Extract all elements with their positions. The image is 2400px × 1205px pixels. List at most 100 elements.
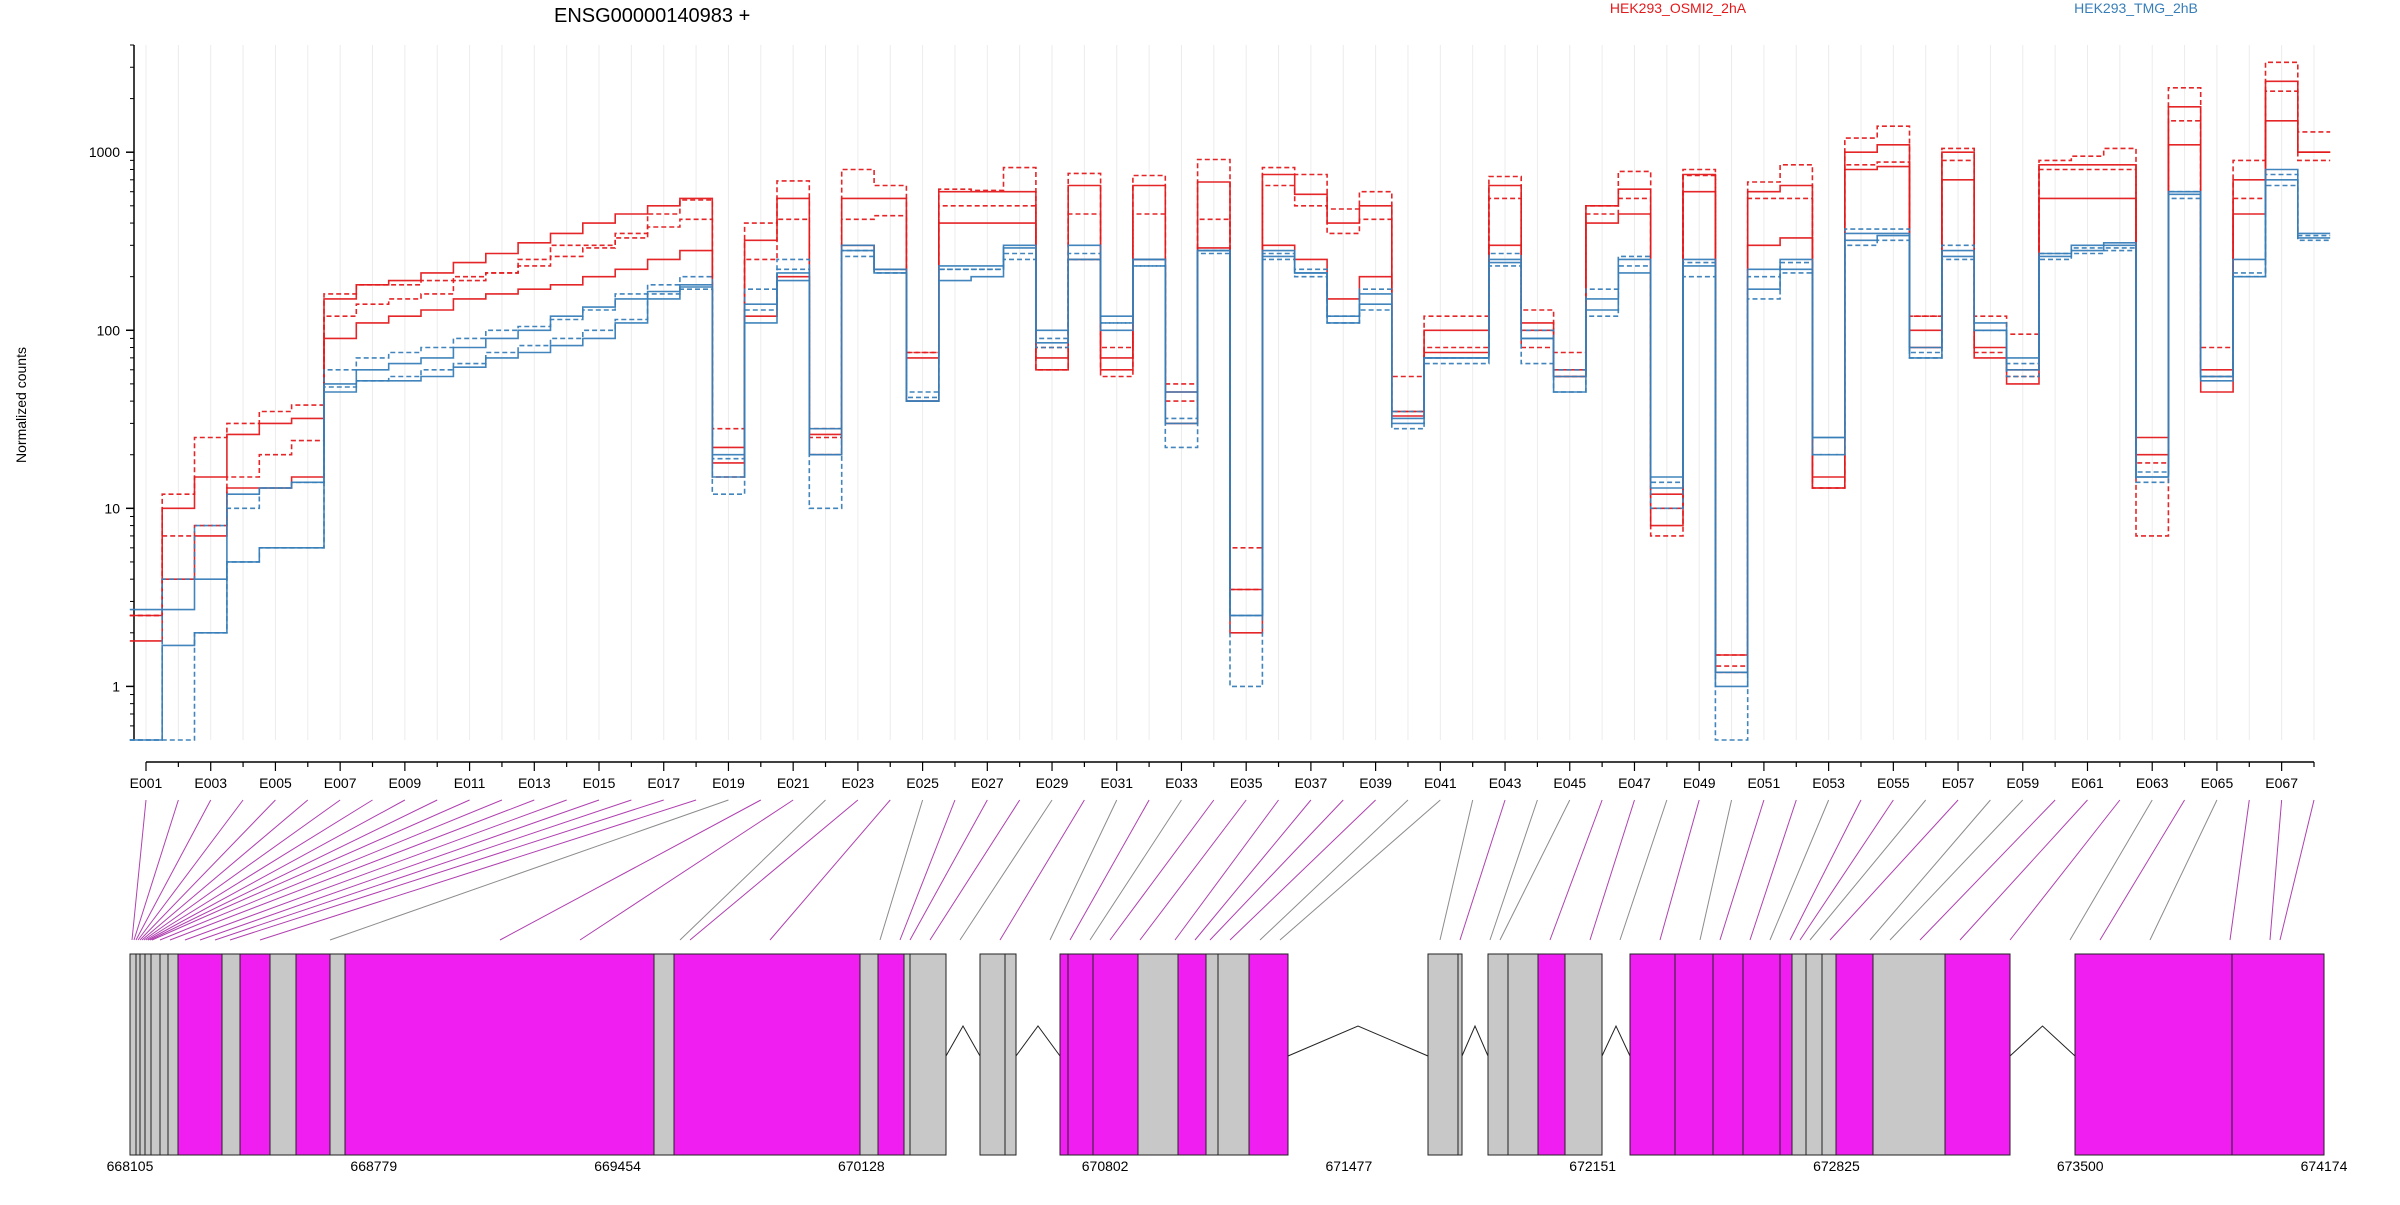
x-tick-label: E025	[906, 775, 939, 791]
exon-connector	[1749, 799, 1797, 941]
exon-connector	[1109, 799, 1215, 941]
x-tick-label: E037	[1295, 775, 1328, 791]
exon-box	[1092, 953, 1139, 1156]
exon-connector	[2149, 799, 2218, 941]
exon-box	[1137, 953, 1179, 1156]
y-tick-label: 1	[112, 678, 120, 694]
exon-connector	[2069, 799, 2153, 941]
exon-box	[653, 953, 675, 1156]
exon-connector	[929, 799, 1021, 941]
exon-box	[673, 953, 861, 1156]
y-tick-label: 10	[104, 500, 120, 516]
exon-connector	[1829, 799, 1959, 941]
x-tick-label: E045	[1553, 775, 1586, 791]
x-tick-label: E039	[1359, 775, 1392, 791]
exon-connector	[1459, 799, 1506, 941]
exon-box	[159, 953, 169, 1156]
exon-box	[135, 953, 141, 1156]
legend-label-tmg: HEK293_TMG_2hB	[2074, 0, 2198, 16]
exon-connector	[879, 799, 924, 941]
y-axis-ticks: 1 10 100 1000	[89, 44, 134, 741]
exon-connector-lines	[131, 799, 2315, 941]
exon-connector	[1919, 799, 2056, 941]
exon-connector	[143, 799, 341, 941]
x-tick-label: E063	[2136, 775, 2169, 791]
exon-connector	[2279, 799, 2315, 941]
exon-connector	[1699, 799, 1733, 941]
series-line-hek293_tmg_2hb-rep4	[129, 184, 2331, 741]
exon-connector	[1194, 799, 1312, 941]
intron-line	[945, 1024, 981, 1057]
exon-box	[1177, 953, 1207, 1156]
exon-connector	[214, 799, 632, 941]
exon-box	[1537, 953, 1566, 1156]
exon-connector	[959, 799, 1053, 941]
x-tick-label: E061	[2071, 775, 2104, 791]
exon-connector	[1619, 799, 1668, 941]
x-tick-label: E001	[130, 775, 163, 791]
exon-box	[909, 953, 947, 1156]
y-axis-label: Normalized counts	[13, 347, 29, 463]
x-tick-label: E049	[1683, 775, 1716, 791]
exon-connector	[229, 799, 664, 941]
x-tick-label: E065	[2201, 775, 2234, 791]
exon-connector	[1769, 799, 1830, 941]
x-axis-ticks: E001 E003 E005 E007 E009 E011 E013 E015 E017 E019…	[130, 762, 2315, 791]
exon-box	[1629, 953, 1676, 1156]
x-tick-label: E053	[1812, 775, 1845, 791]
exon-box	[1507, 953, 1539, 1156]
x-tick-label: E033	[1165, 775, 1198, 791]
exon-connector	[1069, 799, 1150, 941]
intron-line	[1015, 1025, 1061, 1057]
x-tick-label: E047	[1618, 775, 1651, 791]
exon-box	[139, 953, 146, 1156]
exon-connector	[1049, 799, 1118, 941]
exon-box	[129, 953, 137, 1156]
exon-connector	[145, 799, 373, 941]
genomic-coordinate-label: 672825	[1813, 1158, 1860, 1174]
x-tick-label: E005	[259, 775, 292, 791]
genomic-coordinate-label: 673500	[2057, 1158, 2104, 1174]
exon-connector	[1499, 799, 1571, 941]
exon-connector	[2009, 799, 2121, 941]
exon-box	[877, 953, 905, 1156]
exon-connector	[999, 799, 1085, 941]
exon-box	[1872, 953, 1946, 1156]
exon-connector	[169, 799, 535, 941]
exon-connector	[1089, 799, 1182, 941]
exon-box	[1742, 953, 1781, 1156]
genomic-coordinate-label: 669454	[594, 1158, 641, 1174]
exon-box	[167, 953, 179, 1156]
exon-box	[903, 953, 911, 1156]
exon-connector	[137, 799, 244, 941]
x-tick-label: E059	[2006, 775, 2039, 791]
exon-connector	[1659, 799, 1700, 941]
exon-connector	[1589, 799, 1635, 941]
exon-box	[1674, 953, 1714, 1156]
exon-connector	[1789, 799, 1862, 941]
exon-box	[1835, 953, 1874, 1156]
x-tick-label: E031	[1100, 775, 1133, 791]
x-tick-label: E043	[1489, 775, 1522, 791]
x-tick-label: E067	[2265, 775, 2298, 791]
gene-model	[129, 953, 2325, 1156]
exon-box	[1564, 953, 1603, 1156]
x-tick-label: E057	[1942, 775, 1975, 791]
exon-box	[1944, 953, 2011, 1156]
x-tick-label: E055	[1877, 775, 1910, 791]
genomic-coordinate-label: 668779	[350, 1158, 397, 1174]
exon-connector	[1869, 799, 1991, 941]
exon-box	[1779, 953, 1793, 1156]
exon-connector	[135, 799, 212, 941]
genomic-coordinate-label: 672151	[1569, 1158, 1616, 1174]
exon-box	[1004, 953, 1017, 1156]
x-tick-label: E019	[712, 775, 745, 791]
exon-connector	[2099, 799, 2185, 941]
series-line-hek293_osmi2_2ha-rep4	[129, 61, 2331, 667]
exon-box	[1487, 953, 1509, 1156]
exon-connector	[259, 799, 697, 941]
exon-box	[1805, 953, 1823, 1156]
exon-box	[979, 953, 1006, 1156]
